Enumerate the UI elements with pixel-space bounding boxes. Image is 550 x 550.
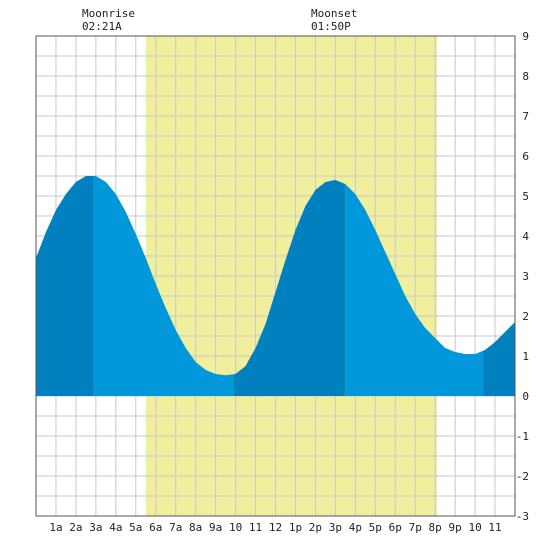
- y-tick-label: -1: [516, 430, 529, 443]
- x-tick-label: 4p: [349, 521, 362, 534]
- x-tick-label: 8p: [429, 521, 442, 534]
- x-tick-label: 12: [269, 521, 282, 534]
- x-tick-label: 2p: [309, 521, 322, 534]
- tide-area-segment: [93, 176, 234, 396]
- tide-area-segment: [36, 176, 94, 396]
- y-tick-label: 3: [522, 270, 529, 283]
- x-tick-label: 8a: [189, 521, 202, 534]
- x-tick-label: 10: [468, 521, 481, 534]
- y-tick-label: 6: [522, 150, 529, 163]
- y-tick-label: 5: [522, 190, 529, 203]
- y-tick-label: 7: [522, 110, 529, 123]
- moonrise-time: 02:21A: [82, 20, 122, 33]
- plot-frame: [35, 35, 516, 517]
- y-tick-label: 4: [522, 230, 529, 243]
- x-tick-label: 5a: [129, 521, 142, 534]
- tide-area-segment: [483, 322, 515, 396]
- x-tick-label: 5p: [369, 521, 382, 534]
- y-tick-label: -2: [516, 470, 529, 483]
- tide-area-segment: [233, 180, 346, 396]
- x-tick-label: 1p: [289, 521, 302, 534]
- x-tick-label: 7p: [409, 521, 422, 534]
- moonrise-label: Moonrise: [82, 7, 135, 20]
- y-tick-label: 9: [522, 30, 529, 43]
- tide-area-segment: [345, 184, 484, 396]
- x-tick-label: 11: [488, 521, 501, 534]
- x-tick-label: 9a: [209, 521, 222, 534]
- x-tick-label: 3p: [329, 521, 342, 534]
- x-tick-label: 6p: [389, 521, 402, 534]
- y-tick-label: 2: [522, 310, 529, 323]
- x-tick-label: 11: [249, 521, 262, 534]
- x-tick-label: 7a: [169, 521, 182, 534]
- x-tick-label: 9p: [449, 521, 462, 534]
- x-tick-label: 2a: [69, 521, 82, 534]
- y-tick-label: 0: [522, 390, 529, 403]
- x-tick-label: 6a: [149, 521, 162, 534]
- moonset-time: 01:50P: [311, 20, 351, 33]
- x-tick-label: 10: [229, 521, 242, 534]
- x-tick-label: 4a: [109, 521, 122, 534]
- x-tick-label: 3a: [89, 521, 102, 534]
- moonset-label: Moonset: [311, 7, 357, 20]
- y-tick-label: 8: [522, 70, 529, 83]
- x-tick-label: 1a: [49, 521, 62, 534]
- y-tick-label: -3: [516, 510, 529, 523]
- y-tick-label: 1: [522, 350, 529, 363]
